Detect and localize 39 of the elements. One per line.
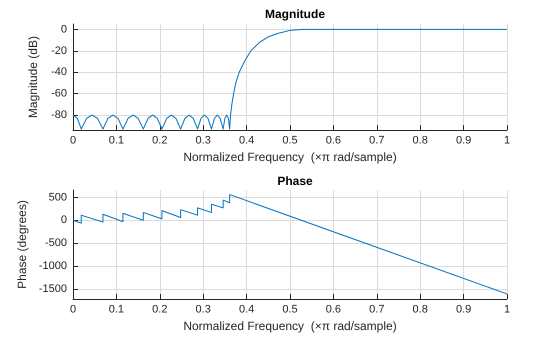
y-tick-label: 0 xyxy=(60,23,67,36)
y-tick-label: -80 xyxy=(51,109,67,122)
x-tick-label: 0.3 xyxy=(196,134,211,147)
y-tick-label: -60 xyxy=(51,88,67,100)
x-tick-label: 0 xyxy=(70,134,76,147)
y-tick-label: -1500 xyxy=(38,282,67,295)
x-tick-label: 0.6 xyxy=(326,134,342,147)
chart-title: Phase xyxy=(277,174,313,188)
x-tick-label: 0.4 xyxy=(238,304,254,316)
x-tick-label: 1 xyxy=(504,134,510,147)
x-tick-label: 0.9 xyxy=(456,134,472,147)
x-tick-label: 0.5 xyxy=(282,304,298,316)
y-axis-title: Phase (degrees) xyxy=(14,200,29,289)
x-tick-label: 0.7 xyxy=(369,304,384,316)
y-tick-label: 0 xyxy=(60,214,67,226)
x-tick-label: 0.7 xyxy=(369,134,384,147)
x-tick-label: 0.1 xyxy=(108,304,124,316)
x-tick-label: 0.8 xyxy=(412,304,428,316)
x-tick-label: 0 xyxy=(70,304,76,316)
y-axis-title: Magnitude (dB) xyxy=(26,36,40,118)
y-tick-label: -20 xyxy=(51,44,67,57)
x-tick-label: 0.5 xyxy=(282,134,298,147)
y-tick-label: -500 xyxy=(44,237,67,250)
x-axis-title: Normalized Frequency (×π rad/sample) xyxy=(183,318,397,333)
y-tick-label: -1000 xyxy=(38,260,67,272)
x-tick-label: 0.1 xyxy=(108,134,124,147)
x-tick-label: 0.6 xyxy=(326,304,342,316)
x-tick-label: 0.4 xyxy=(238,134,254,147)
x-axis-title: Normalized Frequency (×π rad/sample) xyxy=(183,150,397,164)
chart-title: Magnitude xyxy=(265,7,326,21)
line-series xyxy=(72,194,508,294)
x-tick-label: 0.2 xyxy=(152,304,168,316)
y-tick-label: 500 xyxy=(48,191,67,204)
x-tick-label: 0.3 xyxy=(196,304,211,316)
x-tick-label: 0.2 xyxy=(152,134,168,147)
x-tick-label: 0.9 xyxy=(456,304,472,316)
y-tick-label: -40 xyxy=(51,66,67,78)
x-tick-label: 0.8 xyxy=(412,134,428,147)
x-tick-label: 1 xyxy=(504,304,510,316)
